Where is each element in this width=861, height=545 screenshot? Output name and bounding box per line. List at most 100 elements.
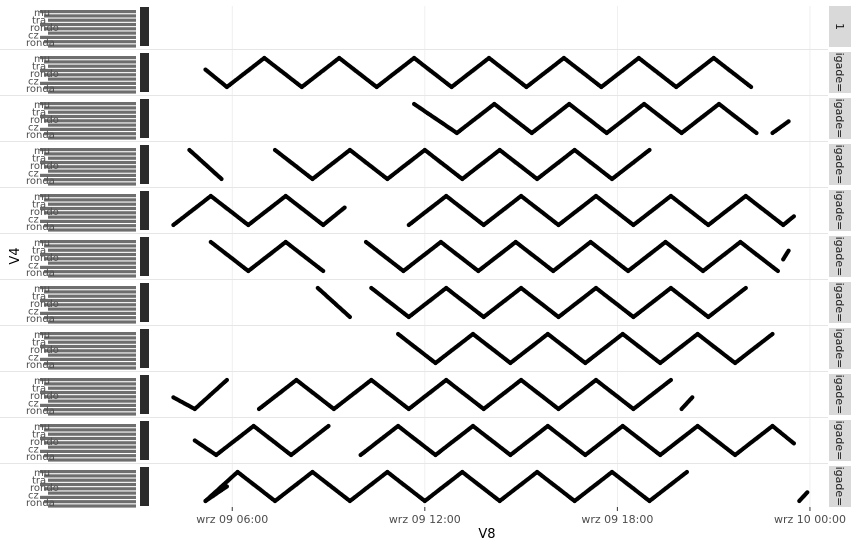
facet-strip-label: igade= [833,99,846,139]
y-category-clutter [44,40,136,44]
y-category-clutter [40,68,136,73]
y-category-clutter [44,211,136,215]
y-category-label: mu [34,468,50,479]
y-category-label: cz [28,353,39,364]
y-category-clutter [40,436,136,441]
y-category-clutter [40,495,136,499]
facet-strip [829,144,851,185]
data-point [342,205,347,210]
y-category-clutter [48,18,136,22]
y-category-clutter [44,474,136,478]
y-category-clutter [40,286,136,290]
y-axis-ticks-band [140,145,149,184]
y-category-label: cz [28,31,39,42]
y-axis-ticks-band [140,191,149,230]
y-category-clutter [48,412,136,416]
y-category-clutter [44,362,136,366]
y-category-clutter [44,106,136,110]
y-category-clutter [40,114,136,119]
y-category-label: mu [34,192,50,203]
facet-panel [0,233,828,274]
y-category-clutter [40,219,136,223]
y-category-label: cz [28,307,39,318]
y-category-clutter [44,178,136,182]
y-category-clutter [40,206,136,211]
y-category-clutter [44,290,136,294]
data-point [754,130,759,136]
facet-strip [829,420,851,461]
data-point [775,268,781,274]
y-category-label: mu [34,146,50,157]
y-axis-ticks-band [140,467,149,506]
y-category-label: tra [32,108,46,119]
y-category-label: mu [34,376,50,387]
y-category-clutter [44,257,136,261]
y-category-label: tra [32,200,46,211]
y-category-label: rondo [30,115,59,126]
data-point [786,119,791,124]
y-category-clutter [48,156,136,160]
y-category-clutter [48,478,136,482]
y-category-clutter [44,408,136,412]
data-point [219,176,224,182]
y-category-clutter [40,148,136,152]
y-category-label: tra [32,246,46,257]
facet-strip-label: igade= [833,145,846,185]
y-category-label: rondo [30,23,59,34]
y-category-label: rondo [30,161,59,172]
y-category-clutter [44,73,136,77]
y-category-label: ronda [26,498,55,509]
y-category-label: cz [28,215,39,226]
data-point [791,441,797,446]
y-category-clutter [40,311,136,315]
data-point [690,395,695,400]
data-point [326,423,331,429]
y-category-label: rondo [30,253,59,264]
y-category-label: ronda [26,176,55,187]
y-category-clutter [48,110,136,114]
y-category-clutter [48,491,136,495]
y-category-label: ronda [26,222,55,233]
y-category-clutter [44,224,136,228]
facet-strips: 1 igade= igade= igade= igade= igade= igade= iga… [829,6,851,507]
y-axis-ticks-band [140,329,149,368]
y-category-clutter [48,353,136,357]
y-category-clutter [40,81,136,85]
facet-strip [829,374,851,415]
facet-strip [829,328,851,369]
y-category-label: rondo [30,391,59,402]
facet-strip-label: igade= [833,191,846,231]
y-category-clutter [44,336,136,340]
facet-strip [829,466,851,507]
data-point [224,377,229,383]
y-category-clutter [44,132,136,136]
y-category-clutter [48,274,136,278]
data-point [321,268,326,274]
x-tick-label: wrz 09 18:00 [581,513,653,526]
y-axis-ticks-band [140,375,149,414]
y-category-clutter [48,458,136,462]
y-category-clutter [44,14,136,18]
y-category-label: rondo [30,345,59,356]
facet-panels [0,6,828,507]
facet-strip-label: igade= [833,237,846,277]
y-category-clutter [48,399,136,403]
data-point [805,490,810,495]
y-category-clutter [44,198,136,202]
y-category-clutter [48,136,136,140]
y-category-clutter [44,382,136,386]
y-axis-ticks-band [140,99,149,138]
y-category-clutter [48,307,136,311]
y-category-clutter [40,56,136,60]
y-category-clutter [40,332,136,336]
y-axis-ticks-band [140,7,149,46]
y-category-clutter [48,445,136,449]
y-category-clutter [48,123,136,127]
facet-panel [0,279,828,320]
y-category-clutter [48,77,136,81]
y-category-clutter [44,60,136,64]
y-category-label: tra [32,62,46,73]
facet-strip-label: igade= [833,53,846,93]
x-tick-label: wrz 09 12:00 [389,513,461,526]
